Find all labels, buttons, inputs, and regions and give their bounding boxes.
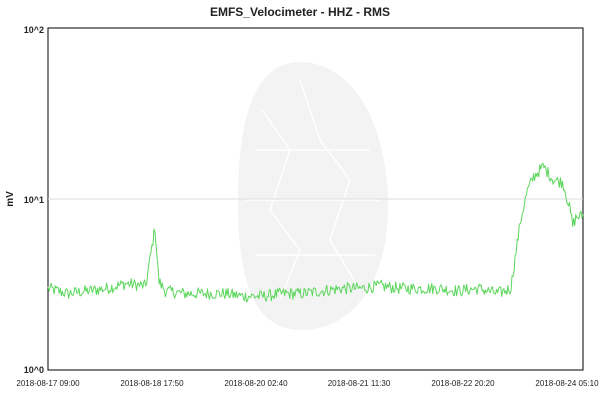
x-tick-label-3: 2018-08-21 11:30 xyxy=(328,379,391,388)
x-tick-label-4: 2018-08-22 20:20 xyxy=(431,379,495,388)
x-tick-label-0: 2018-08-17 09:00 xyxy=(16,379,80,388)
y-tick-label-1: 10^1 xyxy=(24,195,44,205)
series-line-rms xyxy=(47,162,584,303)
y-tick-label-0: 10^0 xyxy=(24,365,44,375)
y-tick-label-2: 10^2 xyxy=(24,25,44,35)
x-tick-label-1: 2018-08-18 17:50 xyxy=(120,379,184,388)
y-axis-label: mV xyxy=(5,191,16,207)
x-tick-label-5: 2018-08-24 05:10 xyxy=(535,379,599,388)
chart-title: EMFS_Velocimeter - HHZ - RMS xyxy=(210,5,390,19)
watermark-logo xyxy=(238,62,389,330)
x-tick-label-2: 2018-08-20 02:40 xyxy=(224,379,288,388)
